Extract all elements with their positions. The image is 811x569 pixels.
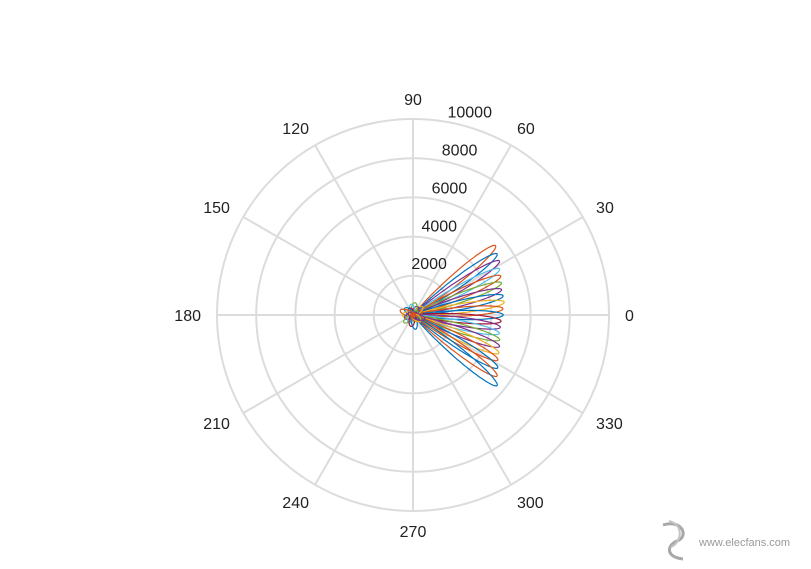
theta-tick-label: 240 bbox=[282, 495, 309, 512]
theta-tick-label: 60 bbox=[517, 121, 535, 138]
axis-labels: 0 30 60 90 120 150 180 210 240 270 300 330 2000 4000 6… bbox=[174, 92, 634, 541]
angular-gridline-210 bbox=[242, 314, 414, 414]
r-tick-label: 2000 bbox=[411, 256, 447, 273]
theta-tick-label: 180 bbox=[174, 308, 201, 325]
theta-tick-label: 330 bbox=[596, 416, 623, 433]
series-lobe-17 bbox=[411, 314, 499, 362]
watermark-text: www.elecfans.com bbox=[699, 537, 791, 549]
angular-gridline-330 bbox=[412, 314, 584, 414]
data-series-group bbox=[399, 244, 505, 387]
theta-tick-label: 210 bbox=[203, 416, 230, 433]
center-marker bbox=[410, 312, 416, 318]
theta-tick-label: 270 bbox=[400, 524, 427, 541]
angular-gridline-300 bbox=[412, 314, 512, 486]
r-tick-label: 6000 bbox=[432, 180, 468, 197]
angular-gridline-150 bbox=[242, 216, 414, 316]
watermark: www.elecfans.com bbox=[655, 517, 805, 565]
series-lobe-18 bbox=[411, 314, 499, 369]
r-tick-label: 4000 bbox=[421, 218, 457, 235]
angular-gridline-120 bbox=[314, 144, 414, 316]
angular-gridline-240 bbox=[314, 314, 414, 486]
theta-tick-label: 120 bbox=[282, 121, 309, 138]
theta-tick-label: 90 bbox=[404, 92, 422, 109]
series-lobe-20 bbox=[411, 314, 498, 387]
r-tick-label: 10000 bbox=[447, 105, 492, 122]
angular-gridline-60 bbox=[412, 144, 512, 316]
theta-tick-label: 150 bbox=[203, 200, 230, 217]
center-sidelobe bbox=[407, 311, 426, 322]
polar-grid bbox=[216, 118, 610, 512]
watermark-logo-icon bbox=[662, 520, 685, 561]
theta-tick-label: 0 bbox=[625, 308, 634, 325]
theta-tick-label: 300 bbox=[517, 495, 544, 512]
theta-tick-label: 30 bbox=[596, 200, 614, 217]
series-lobe-19 bbox=[411, 314, 498, 378]
r-tick-label: 8000 bbox=[442, 143, 478, 160]
